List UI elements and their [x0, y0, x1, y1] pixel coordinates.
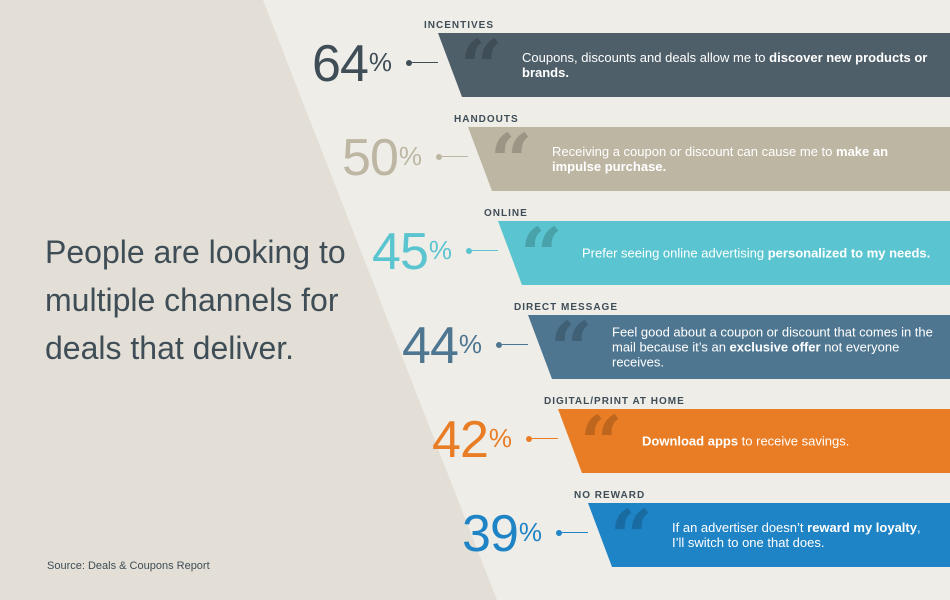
- percent-sign: %: [518, 517, 542, 547]
- quote-text-bold: make an impulse purchase.: [552, 144, 889, 174]
- quote-mark-icon: “: [490, 119, 533, 205]
- connector-line: [502, 344, 528, 345]
- connector-line: [412, 62, 438, 63]
- quote-band: “Download apps to receive savings.: [558, 409, 950, 473]
- quote-mark-icon: “: [550, 307, 593, 393]
- quote-text: Coupons, discounts and deals allow me to…: [522, 50, 934, 80]
- percent-sign: %: [488, 423, 512, 453]
- connector-dot: [496, 342, 502, 348]
- percent-value: 44%: [282, 316, 482, 376]
- category-label: DIRECT MESSAGE: [514, 302, 619, 313]
- percent-number: 45: [372, 223, 429, 281]
- percent-number: 64: [312, 35, 369, 93]
- stat-row: 39% NO REWARD “If an advertiser doesn’t re…: [0, 490, 950, 584]
- quote-text: If an advertiser doesn’t reward my loyal…: [672, 520, 934, 550]
- category-label: INCENTIVES: [424, 20, 495, 31]
- quote-text: Receiving a coupon or discount can cause…: [552, 144, 934, 174]
- quote-band: “Feel good about a coupon or discount th…: [528, 315, 950, 379]
- percent-value: 39%: [342, 504, 542, 564]
- quote-text-plain: Receiving a coupon or discount can cause…: [552, 144, 837, 159]
- quote-band: “Coupons, discounts and deals allow me t…: [438, 33, 950, 97]
- percent-sign: %: [398, 141, 422, 171]
- quote-band: “Prefer seeing online advertising person…: [498, 221, 950, 285]
- quote-text-bold: Download apps: [642, 433, 739, 449]
- percent-value: 50%: [222, 128, 422, 188]
- connector-line: [442, 156, 468, 157]
- connector-dot: [556, 530, 562, 536]
- headline: People are looking to multiple channels …: [45, 234, 346, 366]
- quote-text-bold: exclusive offer: [729, 339, 821, 355]
- stat-row: 42% DIGITAL/PRINT AT HOME “Download apps t…: [0, 396, 950, 490]
- percent-number: 50: [342, 129, 399, 187]
- quote-text: Feel good about a coupon or discount tha…: [612, 325, 934, 370]
- connector-line: [562, 532, 588, 533]
- quote-text-bold: reward my loyalty: [807, 520, 917, 535]
- quote-text: Download apps to receive savings.: [642, 434, 934, 449]
- percent-value: 42%: [312, 410, 512, 470]
- percent-sign: %: [368, 47, 392, 77]
- category-label: NO REWARD: [574, 490, 646, 501]
- quote-text-plain: to receive savings.: [738, 433, 850, 449]
- connector-dot: [466, 248, 472, 254]
- connector-line: [532, 438, 558, 439]
- percent-value: 64%: [192, 34, 392, 94]
- quote-text-plain: Coupons, discounts and deals allow me to: [522, 50, 770, 65]
- connector-dot: [526, 436, 532, 442]
- quote-text-plain: Prefer seeing online advertising: [582, 245, 768, 261]
- percent-value: 45%: [252, 222, 452, 282]
- quote-text-plain: not everyone receives.: [612, 339, 900, 370]
- quote-text-plain: , I’ll switch to one that does.: [672, 520, 921, 550]
- category-label: ONLINE: [484, 208, 528, 219]
- stat-row: 45% ONLINE “Prefer seeing online advertisi…: [0, 208, 950, 302]
- quote-text: Prefer seeing online advertising persona…: [582, 246, 934, 261]
- quote-text-bold: discover new products or brands.: [522, 50, 928, 80]
- percent-sign: %: [458, 329, 482, 359]
- connector-dot: [436, 154, 442, 160]
- quote-text-plain: If an advertiser doesn’t: [672, 520, 808, 535]
- percent-number: 44: [402, 317, 459, 375]
- connector-line: [472, 250, 498, 251]
- quote-text-bold: personalized to my needs.: [767, 245, 931, 261]
- category-label: DIGITAL/PRINT AT HOME: [544, 396, 685, 407]
- quote-band: “If an advertiser doesn’t reward my loya…: [588, 503, 950, 567]
- connector-dot: [406, 60, 412, 66]
- quote-band: “Receiving a coupon or discount can caus…: [468, 127, 950, 191]
- quote-mark-icon: “: [610, 495, 653, 581]
- stat-row: 50% HANDOUTS “Receiving a coupon or discou…: [0, 114, 950, 208]
- quote-mark-icon: “: [460, 25, 503, 111]
- source-note: Source: Deals & Coupons Report: [47, 560, 210, 572]
- percent-sign: %: [428, 235, 452, 265]
- percent-number: 39: [462, 505, 519, 563]
- category-label: HANDOUTS: [454, 114, 519, 125]
- quote-mark-icon: “: [580, 401, 623, 487]
- quote-text-plain: Feel good about a coupon or discount tha…: [612, 324, 933, 355]
- stat-row: 44% DIRECT MESSAGE “Feel good about a coup…: [0, 302, 950, 396]
- quote-mark-icon: “: [520, 213, 563, 299]
- percent-number: 42: [432, 411, 489, 469]
- stat-row: 64% INCENTIVES “Coupons, discounts and dea…: [0, 20, 950, 114]
